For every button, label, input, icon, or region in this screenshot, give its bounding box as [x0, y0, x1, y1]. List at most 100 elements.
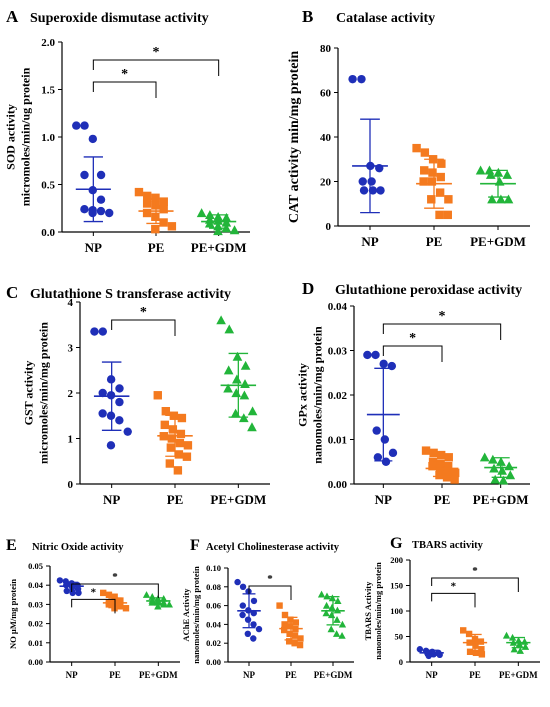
data-point [250, 621, 257, 628]
significance-bracket [92, 81, 157, 98]
data-point [115, 416, 124, 425]
data-point [182, 452, 192, 461]
panel-a: A Superoxide dismutase activity 0.0 0.5 1.0 1… [4, 7, 250, 255]
data-point [80, 121, 89, 130]
data-point [376, 186, 385, 195]
data-point [96, 195, 106, 204]
data-point [286, 630, 293, 637]
data-point [80, 205, 89, 214]
data-point [159, 218, 168, 227]
data-point [88, 134, 98, 144]
panel-title: Superoxide dismutase activity [30, 11, 209, 26]
data-point [165, 459, 175, 468]
data-point [488, 454, 498, 464]
data-point [286, 638, 293, 645]
data-point [98, 388, 107, 398]
data-point [239, 611, 246, 619]
data-point [323, 592, 331, 600]
y-tick-label: 0.01 [328, 435, 347, 447]
data-point [442, 473, 452, 482]
data-point [255, 625, 263, 633]
x-tick-label: NP [426, 670, 438, 680]
y-axis-label: SOD activity [4, 104, 18, 170]
data-point [296, 641, 304, 649]
y-tick-label: 0.02 [28, 619, 43, 629]
data-point [216, 315, 226, 325]
data-point [328, 603, 336, 611]
y-tick-label: 0.05 [28, 561, 43, 571]
data-point [250, 635, 257, 642]
data-point [334, 597, 342, 605]
y-tick-label: 3 [68, 343, 74, 355]
data-point [428, 457, 438, 466]
data-point [485, 169, 496, 179]
x-tick-label: PE [148, 240, 165, 255]
data-point [230, 408, 241, 418]
data-point [429, 448, 438, 458]
panel-title: Acetyl Cholinesterase activity [206, 542, 340, 553]
data-point [160, 420, 170, 430]
data-point [437, 159, 446, 168]
panel-title: Catalase activity [336, 11, 435, 26]
y-tick-label: 0.03 [328, 346, 348, 358]
data-point [98, 327, 107, 336]
data-point [420, 166, 429, 175]
significance-label: * [451, 580, 457, 592]
data-point [231, 388, 242, 398]
data-point [153, 391, 162, 400]
data-point [479, 452, 490, 462]
data-point [105, 601, 113, 608]
data-point [520, 637, 529, 645]
data-point [173, 466, 183, 475]
data-point [240, 379, 250, 389]
data-point [168, 425, 178, 434]
data-point [223, 383, 233, 393]
y-tick-label: 0.04 [28, 580, 44, 590]
y-tick-label: 2 [68, 388, 74, 400]
data-point [175, 438, 185, 448]
data-point [276, 602, 283, 609]
data-point [338, 620, 347, 628]
y-tick-label: 0.5 [41, 180, 55, 192]
data-point [90, 327, 99, 336]
data-point [477, 638, 485, 645]
data-point [412, 143, 421, 153]
data-point [317, 590, 326, 598]
data-point [497, 465, 507, 475]
data-point [247, 406, 258, 416]
data-point [333, 616, 341, 623]
data-point [416, 646, 424, 653]
data-point [239, 583, 247, 590]
panel-b: B Catalase activity 0 20 40 60 80 NP PE PE+GDM CAT… [287, 7, 530, 249]
data-point [466, 648, 474, 655]
data-point [322, 609, 330, 617]
y-tick-label: 0.02 [328, 390, 348, 402]
data-point [502, 169, 513, 179]
data-point [443, 210, 452, 220]
y-axis-label: CAT activity min/mg protein [287, 51, 302, 223]
data-point [244, 630, 252, 637]
data-point [106, 411, 116, 420]
data-point [221, 212, 232, 222]
data-point [142, 199, 152, 208]
panel-letter: D [302, 279, 314, 298]
data-point [379, 359, 388, 369]
data-point [98, 409, 107, 418]
data-point [286, 623, 294, 630]
significance-bracket [382, 323, 502, 340]
data-point [239, 602, 247, 609]
data-point [436, 450, 446, 460]
data-point [435, 188, 445, 197]
data-point [176, 429, 186, 439]
significance-label: * [153, 45, 160, 60]
data-point [96, 170, 106, 180]
data-point [420, 148, 430, 157]
data-point [154, 602, 162, 610]
data-point [63, 587, 70, 595]
y-tick-label: 0.06 [206, 601, 221, 611]
y-axis-label: nanomoles/min/mg protein [373, 562, 383, 660]
data-point [380, 435, 390, 444]
data-point [96, 206, 106, 216]
y-tick-label: 4 [68, 297, 74, 309]
